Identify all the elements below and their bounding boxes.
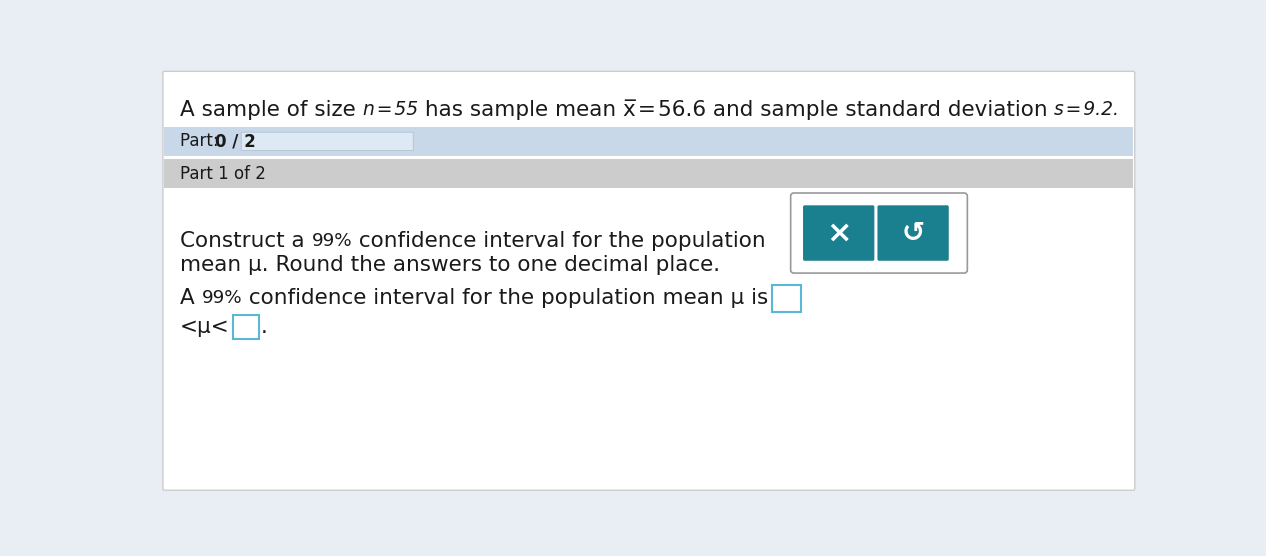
Text: <μ<: <μ< [180,317,229,337]
Text: Construct a: Construct a [180,231,311,251]
FancyBboxPatch shape [163,71,1134,490]
FancyBboxPatch shape [233,315,260,339]
Text: .: . [261,317,267,337]
Text: confidence interval for the population: confidence interval for the population [352,231,766,251]
Text: Part:: Part: [180,132,224,151]
Text: A: A [180,289,201,309]
Text: Part 1 of 2: Part 1 of 2 [180,165,266,183]
FancyBboxPatch shape [165,127,1133,156]
Text: ↺: ↺ [901,219,924,247]
Text: confidence interval for the population mean μ is: confidence interval for the population m… [242,289,768,309]
FancyBboxPatch shape [803,205,875,261]
FancyBboxPatch shape [242,132,413,151]
Text: x̅ = 56.6: x̅ = 56.6 [623,100,706,120]
FancyBboxPatch shape [771,285,801,311]
Text: mean μ. Round the answers to one decimal place.: mean μ. Round the answers to one decimal… [180,255,720,275]
Text: and sample standard deviation: and sample standard deviation [706,100,1055,120]
FancyBboxPatch shape [877,205,948,261]
Text: ×: × [825,219,852,247]
Text: n = 55: n = 55 [362,100,418,120]
Text: has sample mean: has sample mean [418,100,623,120]
FancyBboxPatch shape [165,159,1133,188]
Text: 99%: 99% [311,232,352,250]
FancyBboxPatch shape [791,193,967,273]
Text: 0 / 2: 0 / 2 [215,132,256,151]
Text: s = 9.2.: s = 9.2. [1055,100,1119,120]
Text: A sample of size: A sample of size [180,100,362,120]
Text: 99%: 99% [201,290,242,307]
